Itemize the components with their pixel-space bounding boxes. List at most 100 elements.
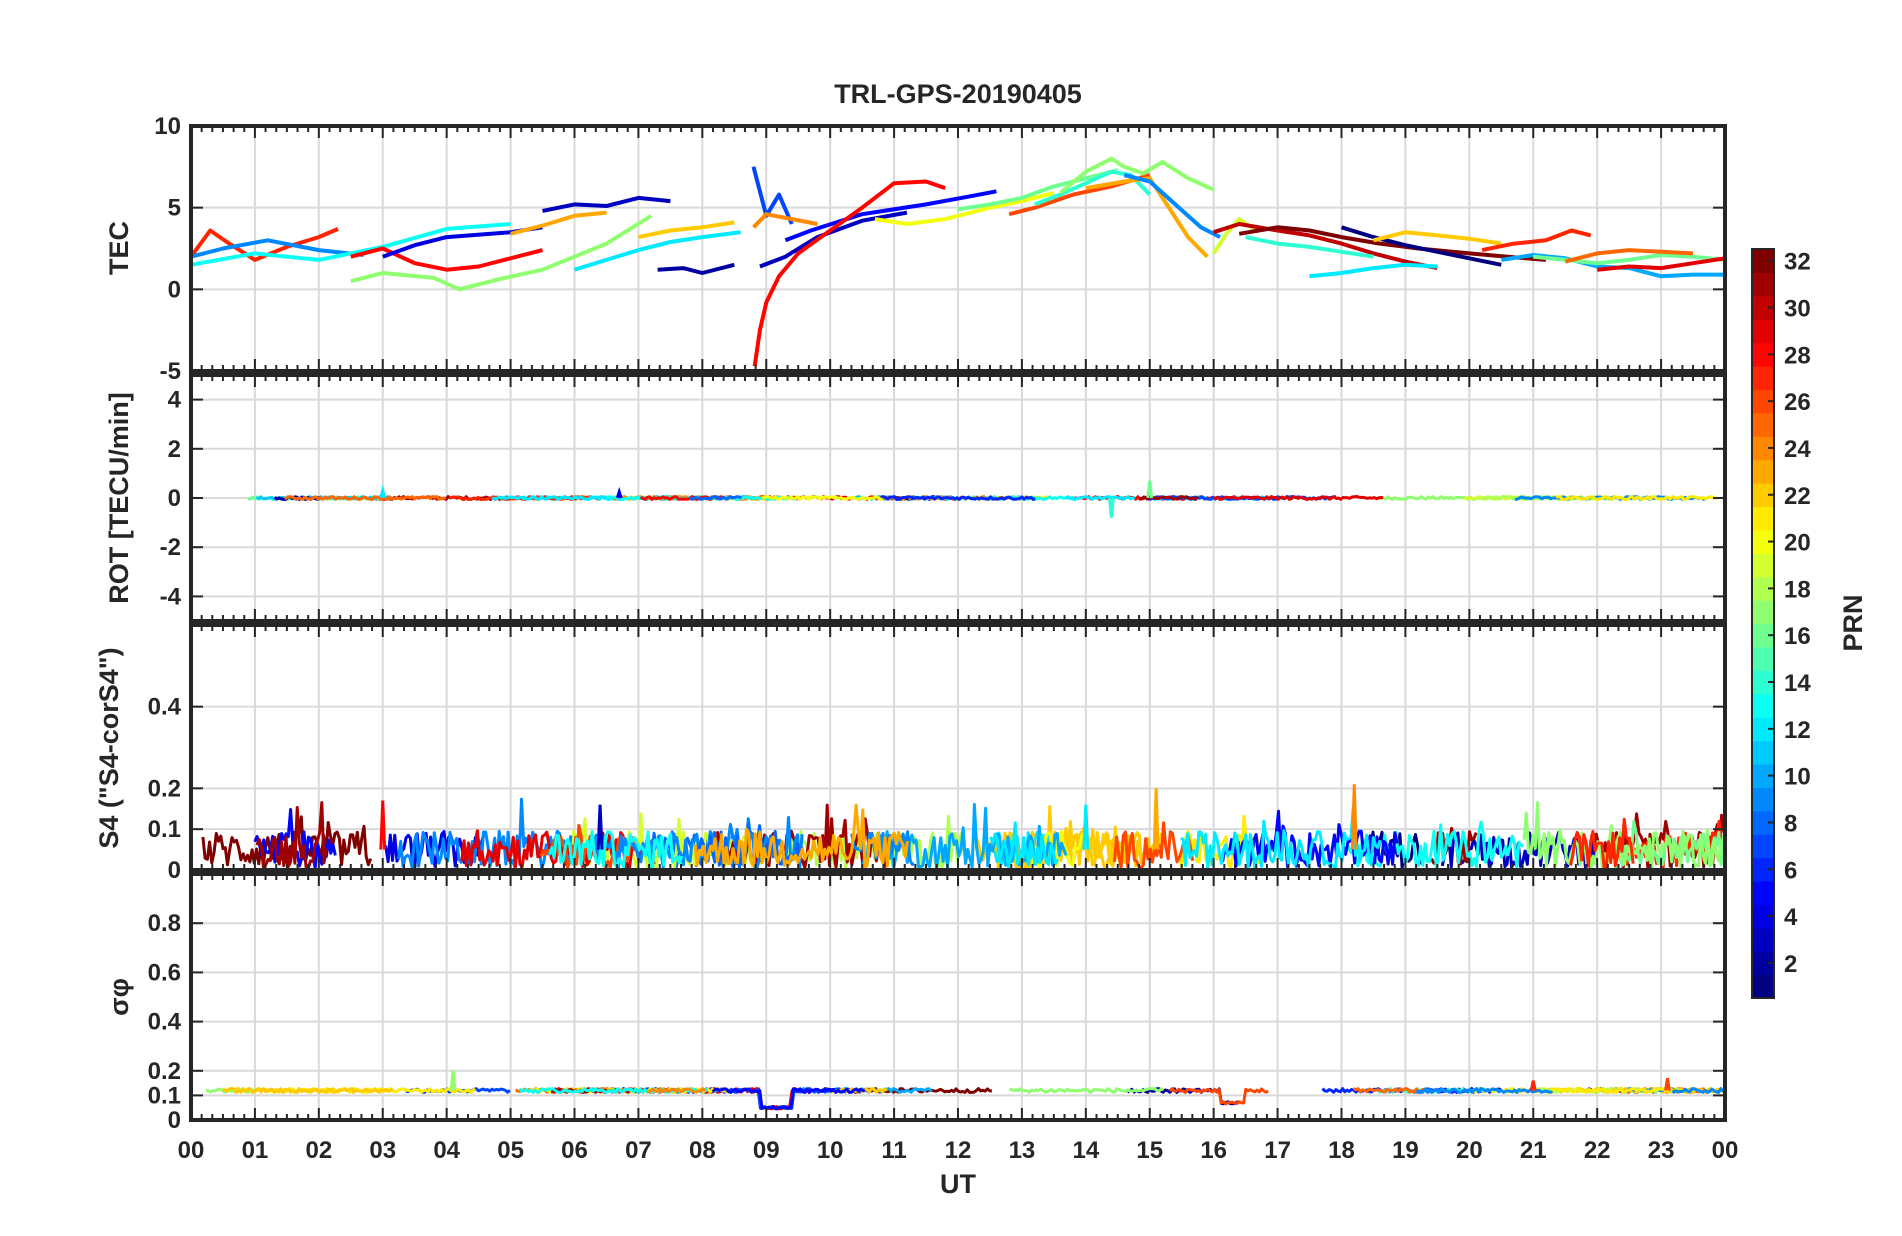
x-tick-label: 00 [178,1137,205,1164]
colorbar-swatch [1752,553,1774,578]
series-prn-22 [637,220,735,240]
series-prn-13 [191,222,511,267]
y-tick-label: 0.2 [148,775,181,802]
data-layer [191,156,1725,367]
series-prn-27 [191,227,339,262]
series-prn-25 [1353,1087,1431,1094]
series-prn-29 [1597,256,1725,272]
y-tick-label: 0 [168,276,181,303]
spike-prn-4 [615,486,623,499]
colorbar-swatch [1752,646,1774,671]
series-prn-12 [1309,262,1438,279]
series-prn-31 [1139,495,1199,501]
colorbar-swatch [1752,623,1774,648]
colorbar-swatch [1752,389,1774,414]
y-tick-label: 5 [168,195,181,222]
colorbar-swatch [1752,927,1774,952]
y-axis-label-rot: ROT [TECU/min] [104,392,134,603]
series-prn-26 [1168,1087,1269,1106]
colorbar-swatch [1752,810,1774,835]
series-prn-7 [751,166,794,225]
colorbar-swatch [1752,693,1774,718]
series-prn-6 [880,495,1036,501]
chart-title: TRL-GPS-20190405 [834,79,1082,109]
x-tick-label: 22 [1584,1137,1611,1164]
colorbar-tick-label: 12 [1784,717,1811,744]
y-tick-label: 4 [168,387,182,414]
y-tick-label: 0 [168,1107,181,1134]
spike-prn-23 [1152,788,1160,850]
colorbar-frame [1751,248,1775,999]
data-layer [201,784,1725,870]
colorbar-swatch [1752,319,1774,344]
colorbar-tick-label: 16 [1784,623,1811,650]
colorbar-tick-label: 26 [1784,389,1811,416]
x-tick-label: 23 [1648,1137,1675,1164]
x-tick-label: 12 [945,1137,972,1164]
y-tick-label: 0.2 [148,1058,181,1085]
colorbar-swatch [1752,740,1774,765]
colorbar-tick-label: 8 [1784,810,1797,837]
series-prn-30 [1213,222,1438,271]
y-axis-label-s4: S4 ("S4-corS4") [94,647,124,848]
y-tick-label: 0.4 [148,694,182,721]
series-prn-12 [573,230,741,272]
y-axis-label-tec: TEC [104,221,134,275]
series-prn-28 [752,179,946,367]
series-prn-8 [689,495,742,501]
colorbar-swatch [1752,272,1774,297]
x-tick-label: 07 [625,1137,652,1164]
series-prn-16 [1610,819,1725,869]
series-prn-28 [350,246,543,272]
data-layer [247,480,1718,518]
series-prn-1 [1340,225,1502,267]
colorbar-tick-label: 2 [1784,951,1797,978]
y-tick-label: 0.4 [148,1009,182,1036]
colorbar-tick-label: 10 [1784,764,1811,791]
series-prn-22 [222,1087,394,1094]
x-tick-label: 06 [561,1137,588,1164]
colorbar-swatch [1752,459,1774,484]
series-prn-21 [1550,1087,1674,1094]
colorbar-swatch [1752,763,1774,788]
colorbar-swatch [1752,600,1774,625]
series-prn-9 [1123,173,1222,239]
y-tick-label: 0.1 [148,816,181,843]
colorbar-tick-label: 32 [1784,249,1811,276]
x-tick-label: 01 [242,1137,269,1164]
spike-prn-12 [379,484,387,499]
x-tick-label: 04 [433,1137,460,1164]
series-prn-17 [1059,156,1215,195]
colorbar-swatch [1752,412,1774,437]
colorbar-tick-label: 28 [1784,342,1811,369]
x-tick-label: 02 [305,1137,332,1164]
panel-rot: -4 -2 0 2 4 ROT [TECU/min] [104,373,1727,623]
series-prn-13 [548,830,684,869]
y-tick-label: 0.6 [148,959,181,986]
x-tick-label: 13 [1009,1137,1036,1164]
series-prn-12 [1180,805,1382,870]
series-prn-9 [191,238,364,259]
series-prn-24 [752,212,818,229]
y-tick-label: 0 [168,485,181,512]
y-tick-label: 0.1 [148,1082,181,1109]
colorbar-swatch [1752,576,1774,601]
colorbar-tick-label: 18 [1784,576,1811,603]
y-axis-label-sigma: σφ [104,978,134,1016]
colorbar-swatch [1752,787,1774,812]
colorbar-swatch [1752,366,1774,391]
data-layer [205,1070,1725,1111]
series-prn-22 [1373,230,1502,246]
colorbar-tick-label: 20 [1784,530,1811,557]
colorbar-swatch [1752,834,1774,859]
colorbar-swatch [1752,506,1774,531]
colorbar-tick-label: 24 [1784,436,1811,463]
x-tick-label: 21 [1520,1137,1547,1164]
series-prn-17 [1522,801,1724,870]
colorbar-tick-label: 6 [1784,857,1797,884]
colorbar-swatch [1752,880,1774,905]
x-tick-label: 16 [1200,1137,1227,1164]
series-prn-25 [284,495,447,501]
x-tick-label: 11 [881,1137,906,1164]
x-tick-label: 17 [1264,1137,1291,1164]
